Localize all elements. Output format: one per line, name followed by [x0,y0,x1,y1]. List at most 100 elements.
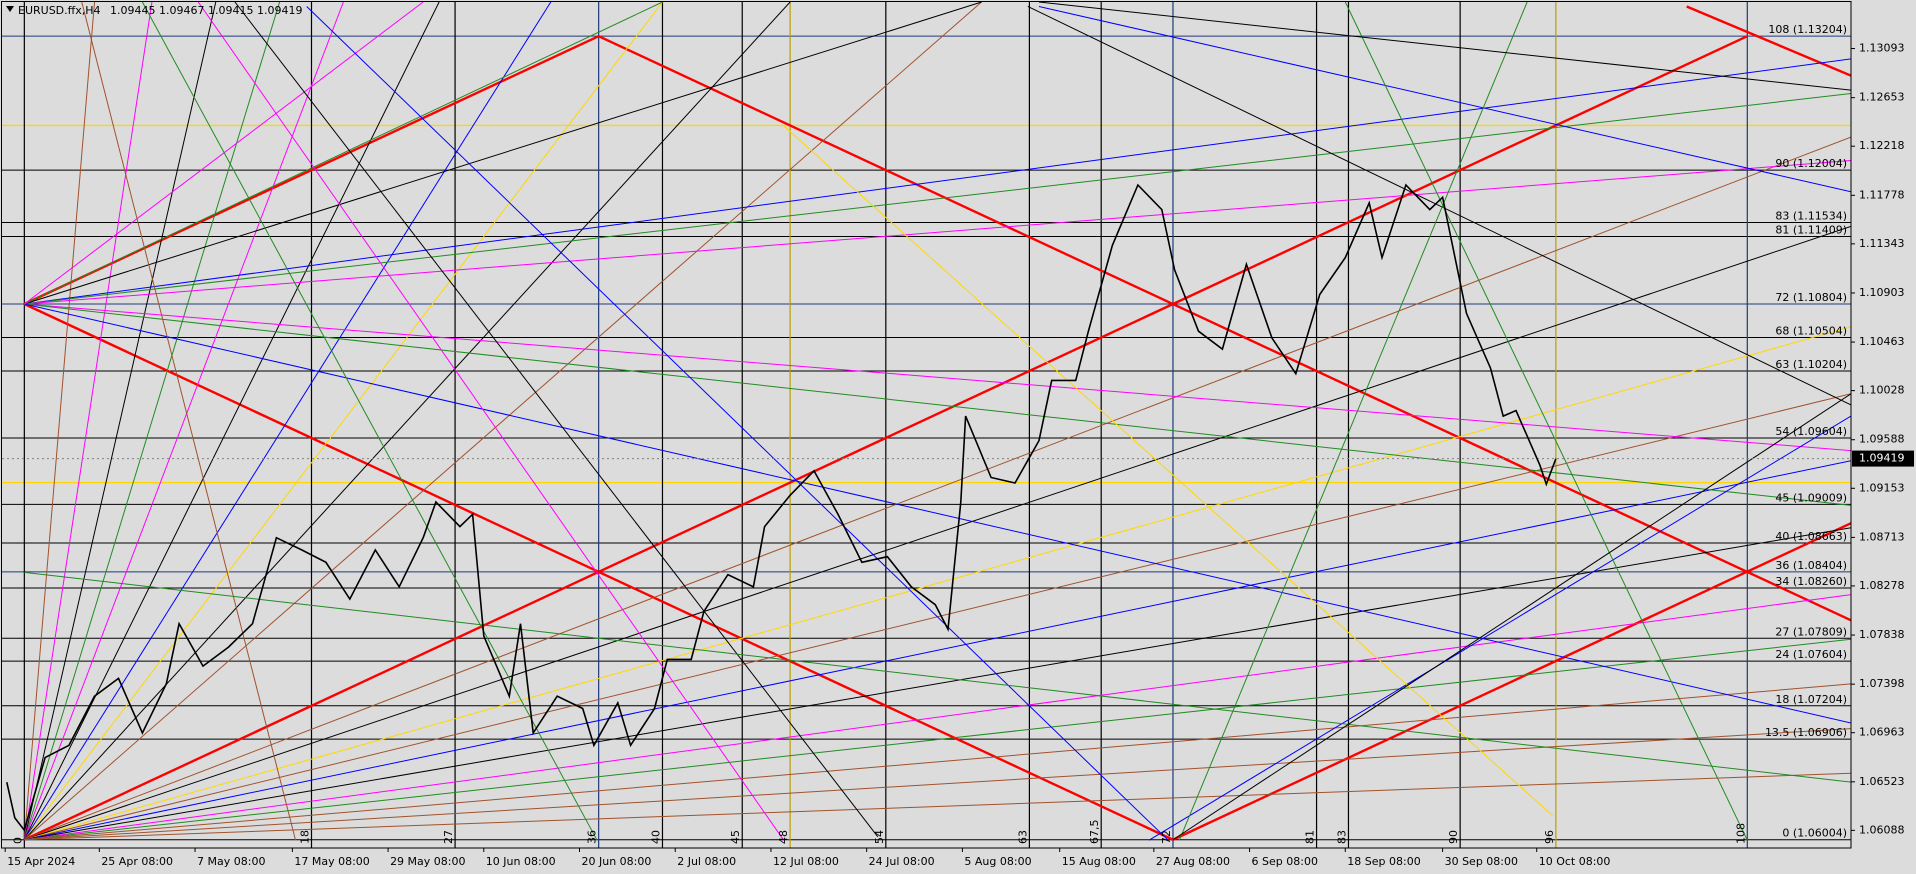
fan-line [24,2,663,305]
fan-line [141,2,598,841]
time-level-label: 36 [586,830,599,844]
y-tick-label: 1.12653 [1859,91,1905,104]
fan-line [23,2,217,840]
current-price-label: 1.09419 [1859,452,1905,465]
y-tick-label: 1.10903 [1859,286,1905,299]
level-label: 24 (1.07604) [1775,648,1847,661]
x-tick-label: 27 Aug 08:00 [1156,855,1230,868]
y-tick-label: 1.12218 [1859,139,1905,152]
x-tick-label: 24 Jul 08:00 [869,855,935,868]
fan-line [1178,2,1528,841]
price-line [6,183,1557,832]
x-tick-label: 15 Apr 2024 [7,855,75,868]
time-level-label: 54 [873,830,886,844]
fan-line [24,225,1851,841]
y-tick-label: 1.09588 [1859,433,1905,446]
fan-line [81,2,297,841]
fan-line [23,2,791,841]
x-tick-label: 10 Oct 08:00 [1539,855,1611,868]
fan-line [24,772,1851,841]
level-label: 90 (1.12004) [1775,157,1847,170]
x-tick-label: 7 May 08:00 [197,855,265,868]
fan-line [24,594,1851,841]
x-tick-label: 10 Jun 08:00 [486,855,556,868]
y-tick-label: 1.11343 [1859,237,1905,250]
time-level-label: 0 [11,837,24,844]
plot-frame [1,1,1852,849]
x-tick-label: 5 Aug 08:00 [964,855,1031,868]
level-label: 63 (1.10204) [1775,358,1847,371]
fan-line [23,2,344,840]
level-label: 0 (1.06004) [1782,827,1847,840]
fan-line [24,2,982,841]
level-label: 72 (1.10804) [1775,291,1847,304]
level-label: 83 (1.11534) [1775,210,1847,223]
y-tick-label: 1.07398 [1859,677,1905,690]
fan-line [1172,522,1851,841]
fan-line [24,93,1851,305]
symbol-title: EURUSD.ffx,H4 [18,4,101,17]
y-tick-label: 1.13093 [1859,42,1905,55]
fan-line [24,326,1851,841]
fan-line [23,35,1748,841]
fan-line [24,683,1851,841]
y-tick-label: 1.08713 [1859,530,1905,543]
fan-line [24,2,982,305]
y-tick-label: 1.10028 [1859,384,1905,397]
y-tick-label: 1.06523 [1859,775,1905,788]
time-level-label: 67,5 [1088,820,1101,845]
level-label: 40 (1.08663) [1775,530,1847,543]
fan-line [24,571,1851,783]
time-level-label: 72 [1160,830,1173,844]
fan-line [24,527,1851,841]
level-label: 34 (1.08260) [1775,575,1847,588]
current-price-marker [1852,450,1914,467]
time-level-label: 18 [298,830,311,844]
y-tick-label: 1.08278 [1859,579,1905,592]
header-low: 1.09415 [208,4,254,17]
fan-line [598,35,1851,622]
fan-line [1027,6,1851,406]
fan-line [24,638,1851,841]
y-tick-label: 1.11778 [1859,188,1905,201]
level-label: 68 (1.10504) [1775,324,1847,337]
level-label: 27 (1.07809) [1775,625,1847,638]
time-level-label: 96 [1543,830,1556,844]
fan-line [23,2,281,840]
header-open: 1.09445 [110,4,156,17]
x-tick-label: 25 Apr 08:00 [101,855,173,868]
fan-line [24,303,1851,724]
level-label: 36 (1.08404) [1775,559,1847,572]
fan-line [23,2,153,840]
time-level-label: 83 [1335,830,1348,844]
fan-line [1038,2,1851,91]
y-tick-label: 1.07838 [1859,628,1905,641]
fan-line [24,460,1851,841]
time-level-label: 63 [1016,830,1029,844]
x-tick-label: 18 Sep 08:00 [1347,855,1420,868]
y-tick-label: 1.06088 [1859,823,1905,836]
x-tick-label: 29 May 08:00 [390,855,465,868]
fan-line [23,2,440,840]
fan-line [24,303,1851,452]
level-label: 18 (1.07204) [1775,693,1847,706]
x-tick-label: 20 Jun 08:00 [582,855,652,868]
time-level-label: 48 [777,830,790,844]
fan-line [23,35,600,306]
level-label: 45 (1.09009) [1775,491,1847,504]
time-level-label: 27 [442,830,455,844]
x-tick-label: 6 Sep 08:00 [1252,855,1318,868]
x-tick-label: 30 Sep 08:00 [1445,855,1518,868]
y-tick-label: 1.09153 [1859,481,1905,494]
fan-line [197,2,785,841]
level-label: 13.5 (1.06906) [1765,726,1847,739]
x-tick-label: 12 Jul 08:00 [773,855,839,868]
fan-line [306,6,1169,841]
fan-line [24,58,1851,305]
x-tick-label: 15 Aug 08:00 [1062,855,1136,868]
time-level-label: 81 [1304,830,1317,844]
y-tick-label: 1.06963 [1859,726,1905,739]
